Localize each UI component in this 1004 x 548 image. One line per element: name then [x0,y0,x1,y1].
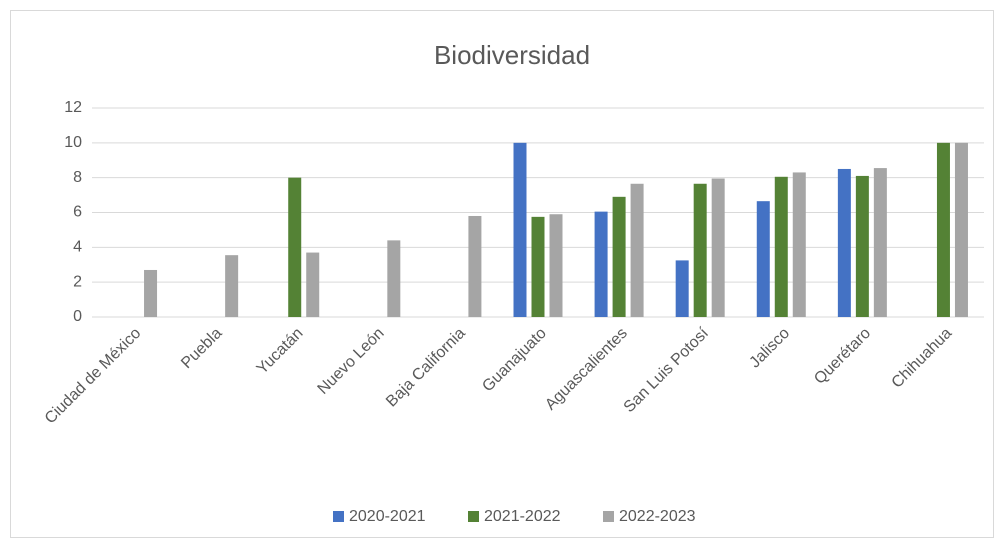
bar [711,178,725,317]
bar [549,214,563,317]
y-tick-label: 6 [73,204,82,221]
bar [792,172,806,317]
bar [675,260,689,317]
bar [756,201,770,317]
legend-label: 2022-2023 [619,508,696,525]
bar [612,196,626,317]
bar [873,168,887,317]
bar [936,142,950,317]
y-tick-label: 10 [64,134,82,151]
y-tick-label: 4 [73,239,82,256]
bar [531,216,545,317]
legend-swatch [468,511,479,522]
bar [774,176,788,317]
bar [468,215,482,317]
bar [144,269,158,317]
legend-label: 2021-2022 [484,508,561,525]
bar [594,211,608,317]
y-tick-label: 12 [64,99,82,116]
legend-swatch [333,511,344,522]
bar [387,240,401,317]
legend-swatch [603,511,614,522]
bar [288,177,302,317]
bar [693,183,707,317]
y-tick-label: 0 [73,308,82,325]
y-tick-label: 8 [73,169,82,186]
y-tick-label: 2 [73,273,82,290]
bar [306,252,320,317]
bar [225,255,239,317]
bar [630,183,644,317]
chart-frame [10,10,994,538]
chart-title: Biodiversidad [434,40,590,70]
bar [954,142,968,317]
bar [513,142,527,317]
bar [855,175,869,317]
legend-label: 2020-2021 [349,508,426,525]
bar [837,168,851,317]
